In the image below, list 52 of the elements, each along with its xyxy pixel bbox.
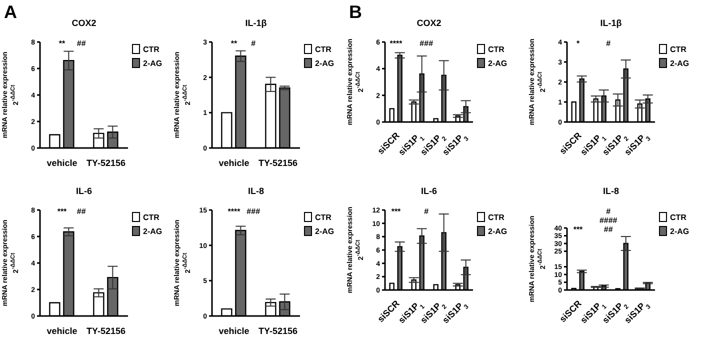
- annotation: ##: [604, 225, 613, 234]
- annotation: #: [424, 207, 429, 216]
- annotation: #: [606, 39, 611, 48]
- text: B: [349, 2, 362, 22]
- chart-title: IL-6: [76, 186, 92, 196]
- legend-label: 2-AG: [488, 226, 508, 236]
- legend-label: 2-AG: [315, 58, 334, 68]
- annotation: ###: [420, 39, 434, 48]
- chart-title: IL-6: [420, 186, 437, 196]
- legend-label: 2-AG: [143, 226, 162, 236]
- annotation: ***: [573, 225, 583, 234]
- annotation: ****: [228, 207, 240, 216]
- annotation: ****: [390, 39, 402, 48]
- x-tick-label: vehicle: [46, 326, 78, 336]
- legend-label: 2-AG: [315, 226, 334, 236]
- legend-label: CTR: [488, 44, 504, 54]
- legend-label: CTR: [670, 44, 686, 54]
- annotation: ***: [57, 207, 67, 216]
- chart-title: COX2: [72, 18, 96, 28]
- chart-title: IL-1β: [600, 18, 622, 28]
- legend-label: CTR: [143, 212, 160, 222]
- legend-label: 2-AG: [670, 58, 690, 68]
- annotation: #: [251, 39, 256, 48]
- x-tick-label: vehicle: [46, 158, 78, 168]
- chart-title: IL-8: [602, 186, 619, 196]
- annotation: ##: [76, 207, 86, 216]
- legend-label: 2-AG: [488, 58, 508, 68]
- x-tick-label: TY-52156: [86, 326, 126, 336]
- annotation: **: [58, 39, 66, 48]
- text: #: [606, 207, 611, 216]
- annotation: **: [230, 39, 238, 48]
- legend-label: 2-AG: [670, 226, 690, 236]
- legend-label: CTR: [315, 212, 332, 222]
- annotation: ***: [391, 207, 401, 216]
- x-tick-label: vehicle: [218, 326, 250, 336]
- text: A: [4, 2, 17, 22]
- legend-label: CTR: [670, 212, 686, 222]
- annotation: *: [576, 39, 580, 48]
- legend-label: CTR: [488, 212, 504, 222]
- x-tick-label: TY-52156: [258, 326, 298, 336]
- annotation: ##: [76, 39, 86, 48]
- legend-label: CTR: [315, 44, 332, 54]
- annotation: ###: [246, 207, 260, 216]
- chart-title: IL-8: [248, 186, 264, 196]
- legend-label: 2-AG: [143, 58, 162, 68]
- x-tick-label: vehicle: [218, 158, 250, 168]
- legend-label: CTR: [143, 44, 160, 54]
- chart-title: IL-1β: [245, 18, 267, 28]
- chart-title: COX2: [416, 18, 442, 28]
- x-tick-label: TY-52156: [86, 158, 126, 168]
- x-tick-label: TY-52156: [258, 158, 298, 168]
- text: ####: [599, 216, 618, 225]
